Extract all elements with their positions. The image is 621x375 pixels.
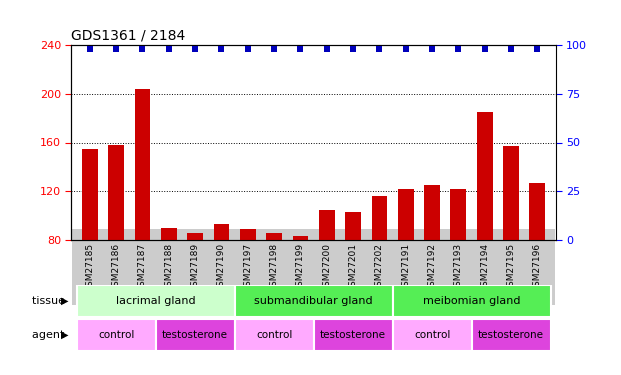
Point — [506, 46, 516, 52]
Bar — [471, 319, 551, 351]
Point — [111, 46, 121, 52]
Text: control: control — [98, 330, 134, 340]
Point — [137, 46, 147, 52]
Point — [269, 46, 279, 52]
Point — [190, 46, 200, 52]
Bar — [235, 319, 314, 351]
Bar — [135, 89, 150, 240]
Text: testosterone: testosterone — [162, 330, 228, 340]
Point — [164, 46, 174, 52]
Bar — [477, 112, 492, 240]
Bar — [345, 212, 361, 240]
Text: agent: agent — [32, 330, 68, 340]
Text: ▶: ▶ — [61, 330, 68, 340]
Bar — [314, 319, 392, 351]
Bar — [161, 228, 177, 240]
Bar — [392, 285, 551, 317]
Bar — [424, 185, 440, 240]
Point — [85, 46, 95, 52]
Point — [348, 46, 358, 52]
Text: lacrimal gland: lacrimal gland — [116, 296, 196, 306]
Point — [532, 46, 542, 52]
Text: control: control — [256, 330, 292, 340]
Text: testosterone: testosterone — [320, 330, 386, 340]
Bar — [530, 183, 545, 240]
Text: control: control — [414, 330, 450, 340]
Point — [453, 46, 463, 52]
Bar — [371, 196, 388, 240]
Bar — [76, 285, 235, 317]
Point — [427, 46, 437, 52]
Bar — [82, 148, 97, 240]
Bar — [292, 236, 309, 240]
Text: submandibular gland: submandibular gland — [254, 296, 373, 306]
Point — [322, 46, 332, 52]
Point — [217, 46, 227, 52]
Bar — [76, 319, 156, 351]
Bar — [188, 232, 203, 240]
Bar — [266, 232, 282, 240]
Bar — [503, 146, 519, 240]
Point — [243, 46, 253, 52]
Text: GDS1361 / 2184: GDS1361 / 2184 — [71, 28, 186, 42]
Bar — [392, 319, 471, 351]
Point — [296, 46, 306, 52]
Bar — [319, 210, 335, 240]
Text: tissue: tissue — [32, 296, 68, 306]
Bar — [235, 285, 392, 317]
Bar — [240, 229, 256, 240]
Bar — [108, 145, 124, 240]
Text: ▶: ▶ — [61, 296, 68, 306]
Text: testosterone: testosterone — [478, 330, 544, 340]
Bar — [214, 224, 229, 240]
Point — [401, 46, 410, 52]
Bar — [398, 189, 414, 240]
Bar — [450, 189, 466, 240]
Point — [374, 46, 384, 52]
Point — [480, 46, 490, 52]
Bar — [156, 319, 235, 351]
Text: meibomian gland: meibomian gland — [423, 296, 520, 306]
